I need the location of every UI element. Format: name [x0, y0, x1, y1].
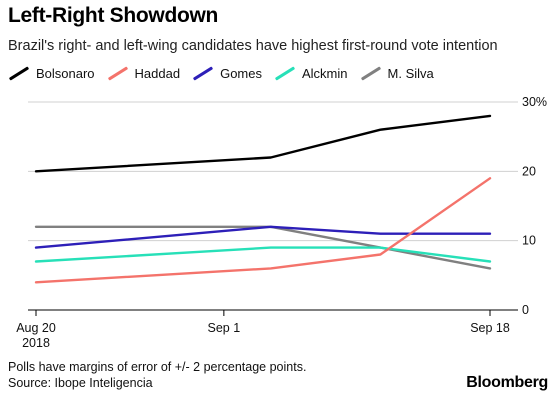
series-line-alckmin — [34, 246, 492, 263]
footnote: Polls have margins of error of +/- 2 per… — [8, 360, 307, 374]
y-tick-label-30: 30% — [522, 95, 547, 109]
legend-item-gomes: Gomes — [192, 66, 262, 81]
legend-item-alckmin: Alckmin — [274, 66, 348, 81]
legend-label-gomes: Gomes — [220, 66, 262, 81]
legend-swatch-m-silva — [360, 66, 381, 81]
x-tick-label-1: Sep 1 — [208, 321, 241, 335]
legend-label-bolsonaro: Bolsonaro — [36, 66, 95, 81]
series-line-haddad — [34, 177, 492, 284]
legend-swatch-gomes — [192, 66, 214, 81]
chart-subtitle: Brazil's right- and left-wing candidates… — [8, 38, 498, 54]
legend-label-m-silva: M. Silva — [387, 66, 434, 81]
brand-logo: Bloomberg — [466, 374, 548, 391]
legend-item-m-silva: M. Silva — [360, 66, 434, 81]
series-line-m-silva — [34, 225, 492, 270]
series-line-bolsonaro — [34, 114, 492, 173]
legend: Bolsonaro Haddad Gomes Alckmin M. Silva — [8, 66, 446, 81]
legend-swatch-alckmin — [274, 66, 296, 81]
y-tick-label-20: 20 — [522, 164, 536, 178]
legend-label-haddad: Haddad — [134, 66, 181, 81]
legend-item-haddad: Haddad — [107, 66, 181, 81]
legend-swatch-bolsonaro — [8, 66, 30, 81]
x-tick-label-0: Aug 20 — [16, 321, 56, 335]
legend-item-bolsonaro: Bolsonaro — [8, 66, 95, 81]
legend-swatch-haddad — [107, 66, 128, 81]
y-tick-label-0: 0 — [522, 303, 529, 317]
series-line-gomes — [34, 225, 492, 249]
x-tick-sublabel-0: 2018 — [22, 336, 50, 350]
source-note: Source: Ibope Inteligencia — [8, 376, 153, 390]
x-tick-label-2: Sep 18 — [470, 321, 510, 335]
y-tick-label-10: 10 — [522, 234, 536, 248]
legend-label-alckmin: Alckmin — [302, 66, 348, 81]
chart-title: Left-Right Showdown — [8, 4, 219, 27]
